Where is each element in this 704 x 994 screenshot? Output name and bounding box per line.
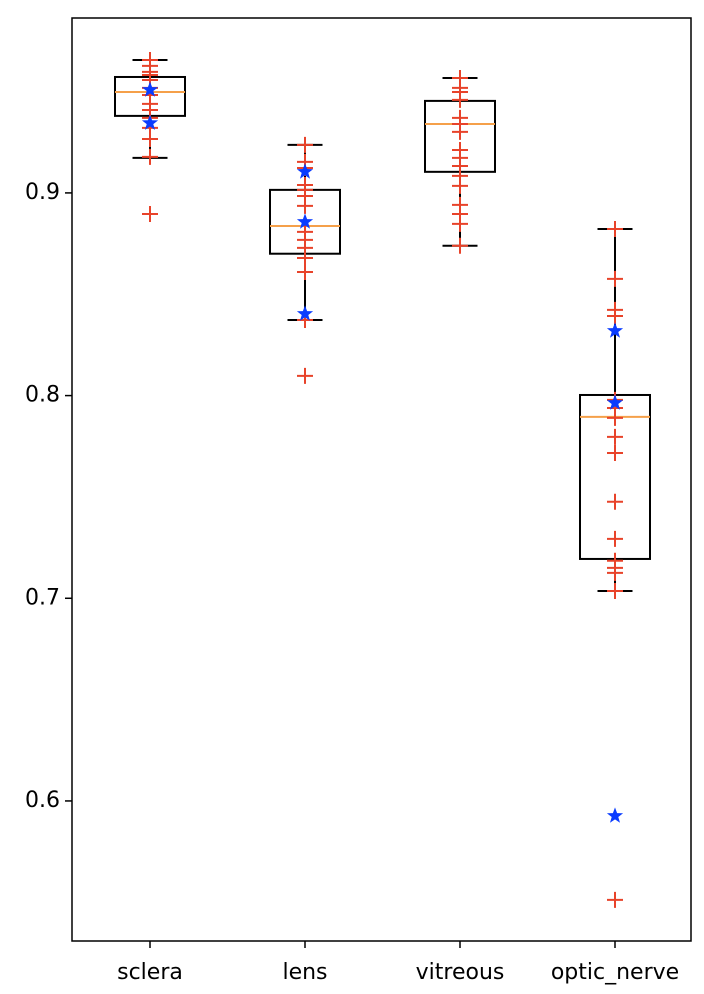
- y-tick-label: 0.6: [25, 788, 60, 813]
- plus-marker: [607, 582, 623, 599]
- y-tick-label: 0.9: [25, 180, 60, 205]
- plus-marker: [452, 177, 468, 194]
- star-marker: [296, 213, 314, 229]
- plus-marker: [607, 530, 623, 547]
- plus-marker: [607, 409, 623, 426]
- x-tick-label: lens: [282, 960, 327, 985]
- y-tick-label: 0.7: [25, 585, 60, 610]
- star-marker: [606, 394, 624, 410]
- plus-marker: [607, 493, 623, 510]
- plus-marker: [142, 130, 158, 147]
- plus-marker: [297, 263, 313, 280]
- star-marker: [606, 322, 624, 338]
- plot-frame: [71, 17, 692, 942]
- plus-marker: [607, 444, 623, 461]
- star-marker: [141, 114, 159, 130]
- plus-marker: [297, 136, 313, 153]
- star-marker: [606, 807, 624, 823]
- x-tick-label: optic_nerve: [551, 960, 679, 985]
- plus-marker: [452, 215, 468, 232]
- plus-marker: [607, 428, 623, 445]
- star-marker: [141, 81, 159, 97]
- plus-marker: [297, 249, 313, 266]
- plus-marker: [607, 564, 623, 581]
- plus-marker: [452, 91, 468, 108]
- plus-marker: [607, 891, 623, 908]
- plus-marker: [607, 220, 623, 237]
- plus-marker: [452, 123, 468, 140]
- plus-marker: [607, 307, 623, 324]
- plus-marker: [297, 197, 313, 214]
- x-tick-label: vitreous: [416, 960, 505, 985]
- plus-marker: [452, 237, 468, 254]
- x-tick-label: sclera: [117, 960, 183, 985]
- plus-marker: [142, 148, 158, 165]
- y-tick-label: 0.8: [25, 383, 60, 408]
- plus-marker: [142, 205, 158, 222]
- star-marker: [296, 163, 314, 179]
- plus-marker: [607, 270, 623, 287]
- plus-marker: [297, 367, 313, 384]
- star-marker: [296, 305, 314, 321]
